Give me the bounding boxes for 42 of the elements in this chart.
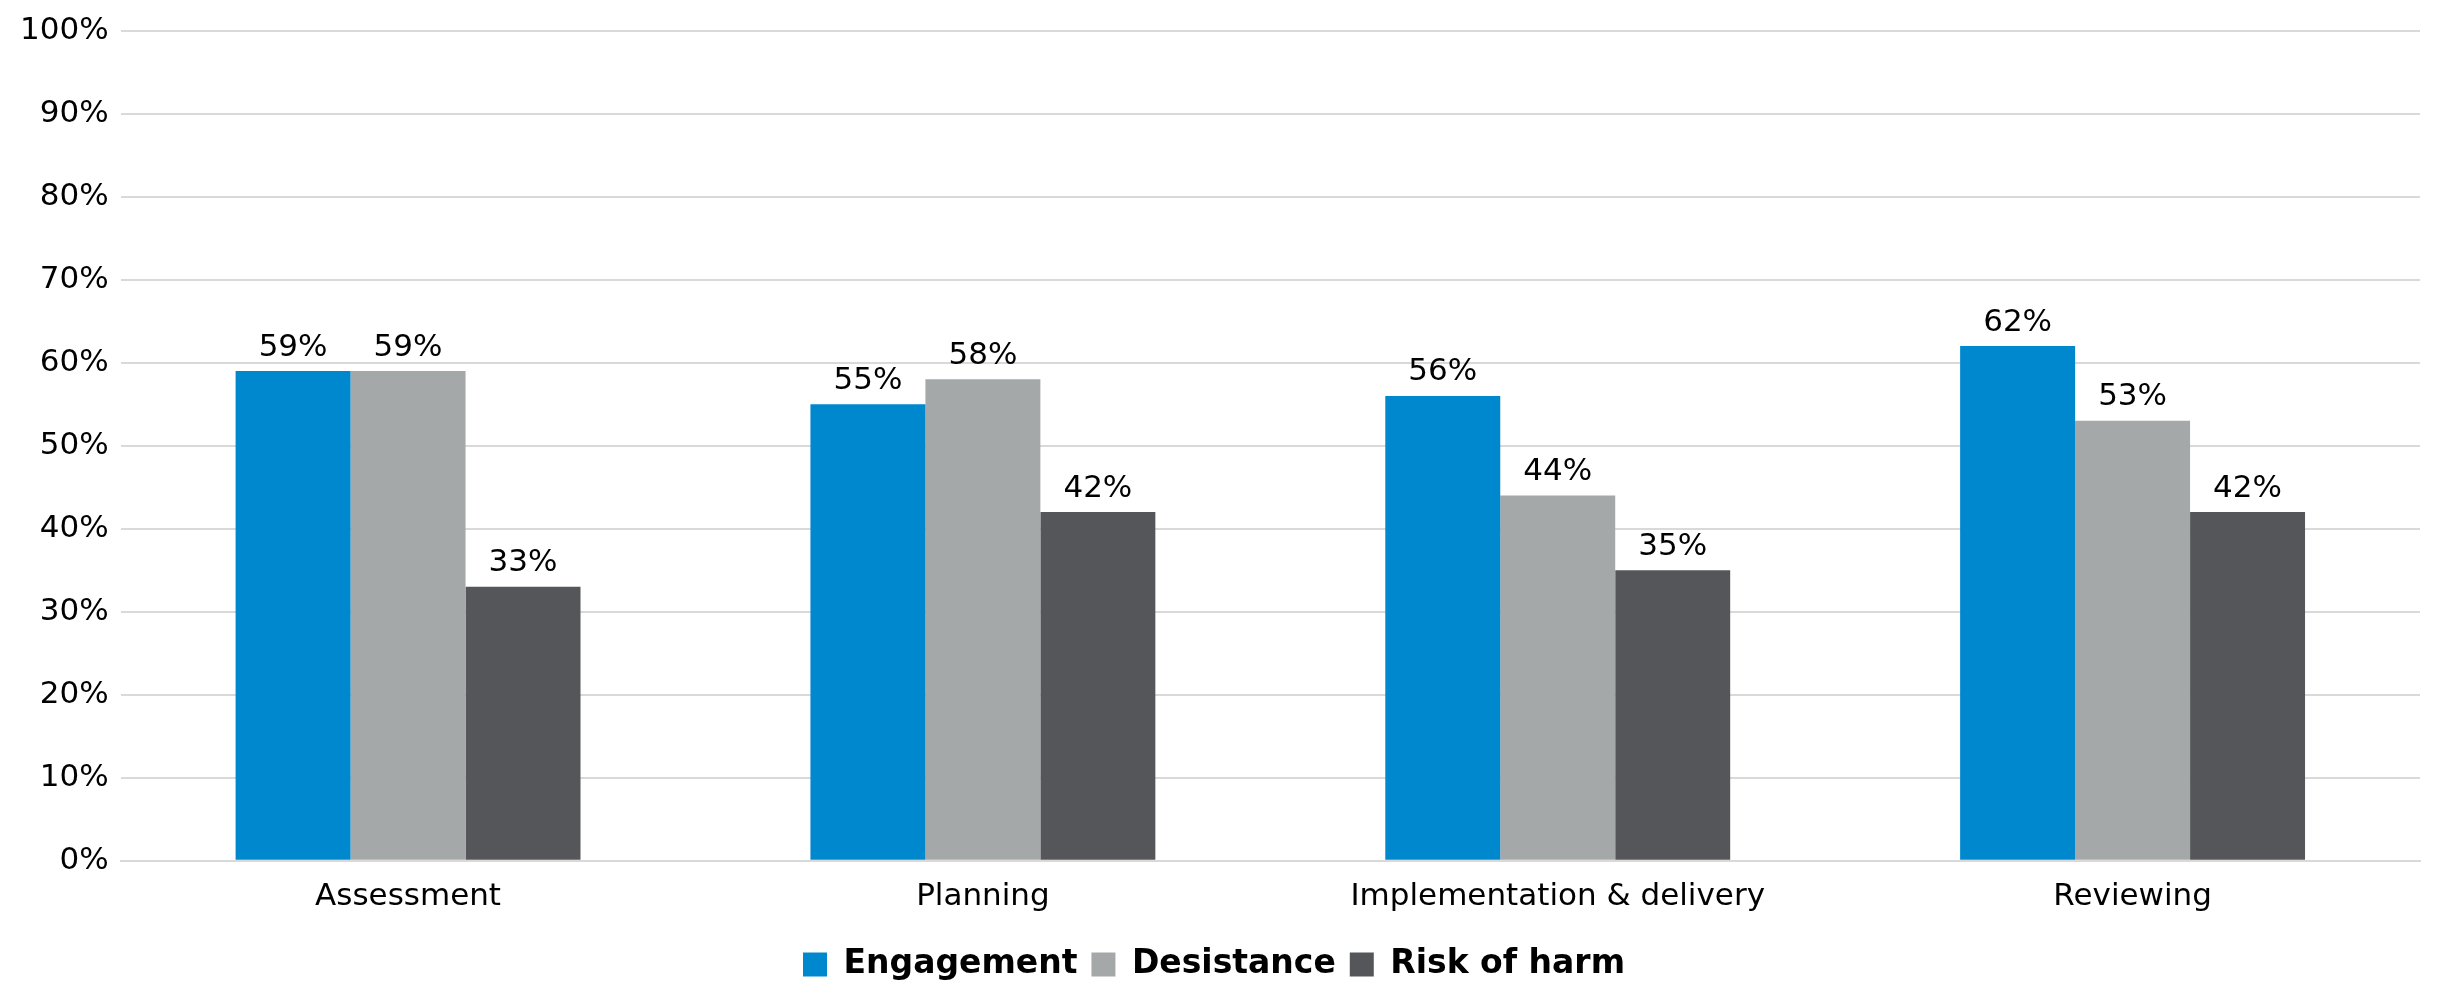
x-tick-label: Implementation & delivery (1350, 876, 1765, 913)
data-label: 35% (1638, 525, 1708, 562)
y-tick-label: 0% (59, 839, 109, 876)
bar (1960, 346, 2076, 860)
data-label: 56% (1408, 351, 1478, 388)
bar (2190, 512, 2306, 860)
legend-label: Risk of harm (1390, 942, 1626, 982)
y-tick-label: 60% (39, 341, 109, 378)
bar (925, 379, 1041, 860)
y-tick-label: 20% (39, 673, 109, 710)
data-label: 53% (2098, 376, 2168, 413)
bar (350, 370, 466, 860)
y-tick-label: 100% (19, 9, 109, 46)
y-tick-label: 10% (39, 756, 109, 793)
data-label: 59% (258, 326, 328, 363)
data-label: 42% (2213, 467, 2282, 504)
x-tick-label: Planning (916, 876, 1050, 913)
data-label: 44% (1523, 451, 1593, 488)
data-label: 59% (373, 326, 443, 363)
bar (1500, 495, 1616, 860)
y-tick-label: 50% (39, 424, 109, 461)
bar (465, 586, 581, 860)
y-tick-label: 70% (39, 258, 109, 295)
legend-label: Engagement (843, 942, 1078, 982)
bar (810, 404, 926, 860)
data-label: 62% (1983, 301, 2053, 338)
x-tick-label: Assessment (315, 876, 502, 913)
bar (1040, 512, 1156, 860)
bar (235, 370, 351, 860)
bar (1615, 570, 1731, 860)
bar (1385, 395, 1501, 860)
bar (2075, 420, 2191, 860)
data-label: 58% (948, 334, 1018, 371)
data-label: 33% (488, 542, 558, 579)
data-label: 55% (833, 359, 903, 396)
data-label: 42% (1063, 467, 1133, 504)
legend-label: Desistance (1131, 942, 1336, 982)
y-tick-label: 30% (39, 590, 109, 627)
y-tick-label: 40% (39, 507, 109, 544)
y-tick-label: 90% (39, 92, 109, 129)
y-tick-label: 80% (39, 175, 109, 212)
x-tick-label: Reviewing (2053, 876, 2212, 913)
